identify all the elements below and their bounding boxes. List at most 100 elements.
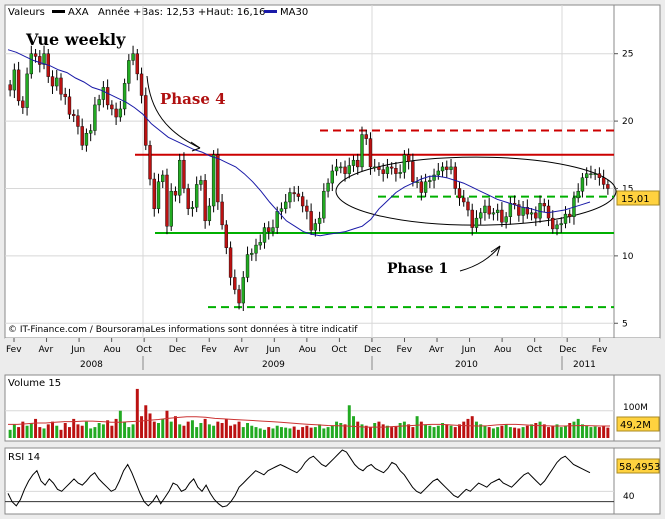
- rsi-axis-strip: [613, 447, 661, 515]
- candle-body: [245, 254, 250, 278]
- candle-body: [517, 204, 521, 216]
- x-tick-label: Avr: [429, 345, 444, 355]
- candle-body: [428, 180, 432, 182]
- volume-tick-100m: 100M: [623, 403, 648, 413]
- volume-bar: [169, 421, 173, 438]
- x-tick-label: Fev: [396, 345, 412, 355]
- candle-body: [16, 69, 21, 102]
- candle-body: [504, 216, 508, 223]
- volume-bar: [207, 424, 211, 438]
- x-tick-label: Dec: [559, 345, 576, 355]
- volume-bar: [25, 425, 29, 438]
- volume-bar: [500, 425, 504, 438]
- price-badge: [616, 190, 660, 206]
- rsi-title: RSI 14: [8, 452, 40, 463]
- volume-bar: [195, 427, 199, 438]
- rsi-line: [7, 449, 591, 508]
- volume-bar: [288, 428, 292, 438]
- volume-bar: [51, 421, 54, 438]
- candle-body: [440, 166, 445, 172]
- candle-body: [250, 252, 254, 255]
- volume-bar: [466, 418, 470, 438]
- candle-body: [462, 197, 466, 203]
- volume-bar: [402, 421, 406, 438]
- volume-bar: [254, 427, 258, 438]
- volume-bar: [547, 427, 551, 438]
- volume-bar: [368, 427, 372, 438]
- candle-body: [568, 213, 572, 217]
- volume-bar: [589, 427, 593, 438]
- candle-body: [279, 208, 284, 212]
- candle-body: [88, 130, 93, 134]
- candle-body: [258, 242, 262, 246]
- volume-bar: [67, 427, 71, 438]
- volume-bar: [284, 427, 288, 438]
- x-tick-label: Oct: [527, 345, 543, 355]
- volume-bar: [173, 416, 177, 438]
- copyright-note: © IT-Finance.com / BoursoramaLes informa…: [8, 324, 358, 335]
- candle-body: [173, 190, 178, 196]
- volume-bar: [301, 427, 305, 438]
- volume-title: Volume 15: [8, 378, 61, 389]
- candle-body: [483, 205, 487, 213]
- volume-bar: [458, 424, 461, 438]
- volume-bar: [292, 426, 296, 438]
- volume-bar: [530, 424, 534, 438]
- price-badge-value: 15,01: [621, 194, 650, 205]
- annotation-phase4: Phase 4: [160, 90, 226, 108]
- volume-bar: [496, 427, 500, 438]
- volume-bar: [441, 423, 445, 438]
- volume-bar: [135, 388, 139, 438]
- volume-bar: [330, 425, 334, 438]
- candle-body: [339, 166, 343, 169]
- candle-body: [300, 196, 305, 207]
- volume-bar: [46, 424, 50, 438]
- volume-bar: [398, 423, 402, 438]
- volume-bar: [326, 427, 330, 438]
- volume-bar: [212, 425, 216, 438]
- candle-body: [423, 181, 428, 193]
- rsi-badge-value: 58,4953: [619, 462, 660, 473]
- candle-body: [224, 224, 229, 248]
- rsi-grid: [5, 490, 614, 503]
- candle-body: [72, 114, 76, 116]
- volume-bar: [224, 418, 228, 438]
- x-tick-label: Jun: [265, 345, 280, 355]
- candle-body: [216, 154, 220, 203]
- volume-bar: [250, 425, 254, 438]
- volume-bar: [555, 424, 559, 438]
- volume-bar: [148, 413, 152, 438]
- candle-body: [21, 100, 25, 108]
- volume-bar: [279, 427, 283, 438]
- candle-body: [118, 108, 123, 118]
- candle-body: [584, 173, 589, 178]
- candle-body: [169, 190, 173, 227]
- volume-bar: [313, 427, 317, 438]
- candle-body: [144, 95, 148, 146]
- candle-body: [347, 165, 351, 174]
- candle-body: [453, 166, 457, 189]
- volume-bar: [59, 429, 63, 438]
- volume-bar: [568, 423, 572, 438]
- candle-body: [63, 93, 67, 98]
- volume-bar: [12, 424, 16, 438]
- volume-bar: [237, 421, 241, 438]
- candle-body: [161, 174, 165, 182]
- phase4-arrow: [146, 75, 201, 149]
- candle-body: [114, 108, 118, 118]
- price-axis-strip: [613, 4, 661, 339]
- candle-body: [534, 212, 538, 219]
- x-tick-label: Jun: [461, 345, 476, 355]
- volume-bar: [267, 427, 271, 438]
- phase1-arrowhead-icon: [490, 245, 501, 257]
- volume-bar: [352, 416, 355, 438]
- volume-bars: [8, 388, 610, 438]
- candle-body: [67, 96, 72, 115]
- candle-body: [356, 159, 360, 168]
- candle-body: [551, 217, 555, 230]
- volume-bar: [309, 427, 313, 438]
- volume-bar: [241, 427, 245, 438]
- candle-body: [470, 209, 474, 228]
- candle-body: [148, 145, 152, 180]
- candle-body: [474, 217, 479, 228]
